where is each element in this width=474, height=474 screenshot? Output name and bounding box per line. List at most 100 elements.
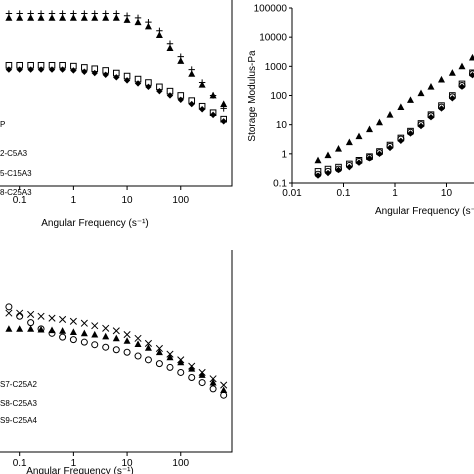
data-point <box>177 57 185 64</box>
data-point <box>102 324 110 332</box>
data-point <box>5 66 13 73</box>
data-point <box>134 18 142 26</box>
data-point <box>144 339 152 347</box>
data-point <box>468 53 474 61</box>
data-point <box>112 14 120 21</box>
legend-entry: S7-C25A2 <box>0 380 37 389</box>
data-point <box>155 360 163 368</box>
y-tick-label: 100000 <box>254 4 288 15</box>
data-point <box>198 371 206 378</box>
data-point <box>5 303 13 311</box>
data-point <box>69 336 77 344</box>
x-tick-label: 0.1 <box>13 195 27 206</box>
data-point <box>102 71 109 78</box>
data-point <box>166 44 174 51</box>
data-point <box>37 66 45 73</box>
data-point <box>59 66 66 73</box>
data-point <box>91 69 98 77</box>
x-axis-label: Angular Frequency (s⁻¹) <box>41 218 149 229</box>
data-point <box>376 150 383 158</box>
data-point <box>177 358 185 366</box>
data-point <box>69 317 77 325</box>
data-point <box>48 326 56 334</box>
data-point <box>177 368 185 376</box>
data-point <box>417 89 425 97</box>
data-point <box>48 314 56 322</box>
data-point <box>112 327 120 335</box>
data-point <box>166 363 174 371</box>
chart-top-left: 0.1 1 10 100 Angular Frequency (s⁻¹) P 2-C5A3 5… <box>0 0 233 229</box>
legend-entry: S8-C25A3 <box>0 399 37 408</box>
data-point <box>386 144 394 152</box>
data-point <box>209 91 217 99</box>
data-point <box>198 80 206 88</box>
data-point <box>386 110 394 118</box>
data-point <box>134 80 142 87</box>
x-tick-label: 1 <box>71 458 77 469</box>
data-point <box>437 75 445 83</box>
data-point <box>155 344 163 353</box>
data-point <box>156 87 163 95</box>
legend-entry: P <box>0 120 5 129</box>
data-point <box>91 322 99 330</box>
data-point <box>80 14 88 21</box>
legend-entry: 2-C5A3 <box>0 149 28 158</box>
data-point <box>427 83 435 90</box>
data-point <box>145 83 152 91</box>
x-tick-label: 0.1 <box>337 188 351 199</box>
chart-bottom-left: 0.1 1 10 100 Angular Frequency (s⁻¹) S7-C25A2… <box>0 250 233 474</box>
y-tick-label: 10 <box>276 120 288 131</box>
data-point <box>123 337 131 344</box>
data-point <box>188 364 196 372</box>
data-point <box>27 325 35 332</box>
data-point <box>5 14 13 21</box>
data-point <box>198 106 206 113</box>
data-point <box>27 14 35 21</box>
data-point <box>16 309 24 317</box>
y-tick-label: 10000 <box>259 33 287 44</box>
data-point <box>91 14 99 21</box>
data-point <box>166 92 174 99</box>
data-point <box>220 386 228 394</box>
x-tick-label: 1 <box>392 188 398 199</box>
data-point <box>16 66 23 73</box>
data-point <box>123 331 131 339</box>
data-point <box>209 375 217 383</box>
data-point <box>27 319 35 327</box>
data-point <box>209 378 217 386</box>
data-point <box>335 144 343 152</box>
data-point <box>112 346 120 354</box>
data-point <box>144 356 152 364</box>
data-point <box>220 100 228 107</box>
data-point <box>324 151 332 159</box>
data-point <box>37 325 45 333</box>
data-point <box>314 156 322 164</box>
data-point <box>113 74 120 81</box>
data-point <box>70 67 77 74</box>
x-tick-label: 10 <box>122 458 134 469</box>
data-point <box>102 332 110 340</box>
data-point <box>355 159 363 166</box>
y-axis-label: Storage Modulus-Pa <box>247 50 258 142</box>
x-tick-label: 0.1 <box>13 458 27 469</box>
data-point <box>458 62 466 70</box>
data-point <box>5 325 13 332</box>
data-point <box>91 341 99 349</box>
data-point <box>220 391 228 399</box>
data-point <box>112 334 120 342</box>
data-point <box>48 66 56 73</box>
data-point <box>144 344 152 351</box>
y-tick-label: 1000 <box>265 62 288 73</box>
data-point <box>366 155 373 162</box>
data-point <box>144 22 152 30</box>
data-point <box>134 352 142 360</box>
data-point <box>59 327 67 334</box>
x-tick-label: 100 <box>172 195 189 206</box>
data-point <box>177 96 184 103</box>
plot-frame <box>291 8 474 184</box>
data-point <box>448 69 456 76</box>
data-point <box>16 312 24 320</box>
y-tick-label: 100 <box>270 91 287 102</box>
